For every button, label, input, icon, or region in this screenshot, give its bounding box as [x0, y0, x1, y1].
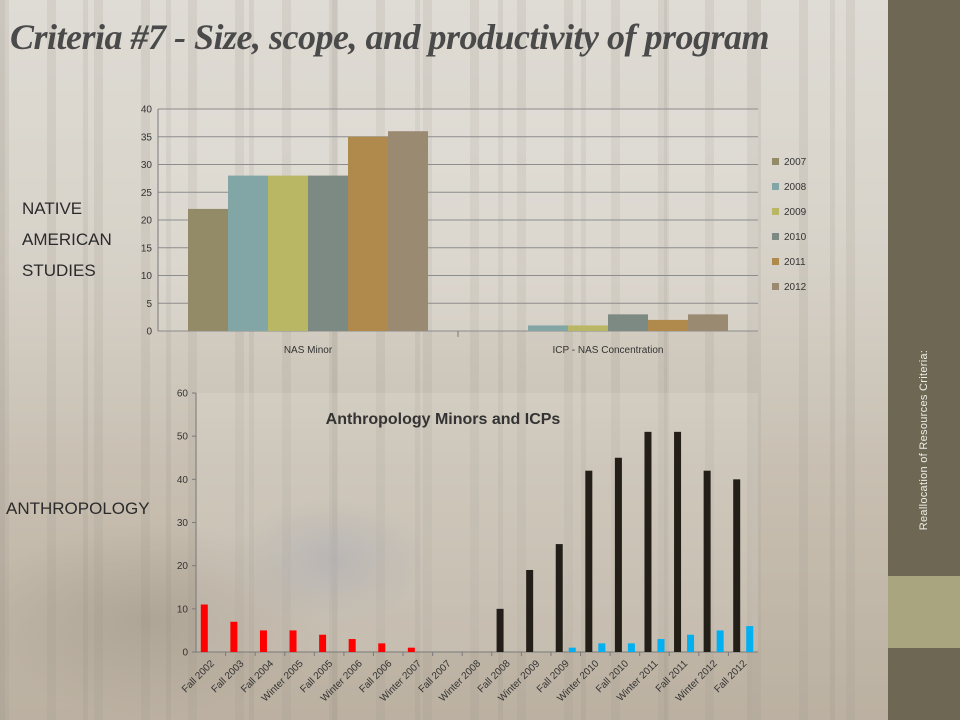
anthropology-icp-bar	[746, 626, 754, 652]
anthropology-y-tick-label: 30	[177, 518, 189, 529]
nas-bar	[608, 314, 648, 331]
anthropology-minors-bar	[319, 634, 327, 652]
anthropology-minors-bar	[289, 630, 297, 652]
nas-y-tick-label: 25	[141, 188, 153, 199]
anthropology-icp-bar	[687, 634, 695, 652]
nas-y-tick-label: 35	[141, 132, 153, 143]
nas-bar	[528, 325, 568, 331]
anthropology-icp-bar	[657, 639, 665, 652]
nas-y-tick-label: 10	[141, 271, 153, 282]
nas-y-tick-label: 5	[146, 299, 152, 310]
nas-legend-label: 2009	[784, 207, 807, 218]
anthropology-y-tick-label: 0	[182, 648, 188, 659]
anthropology-minors-bar	[200, 604, 208, 652]
anthropology-y-tick-label: 60	[177, 389, 189, 400]
anthropology-minors-bar	[555, 544, 563, 652]
anthropology-minors-bar	[348, 639, 356, 652]
nas-legend-swatch	[772, 183, 779, 190]
anthropology-label: ANTHROPOLOGY	[6, 499, 150, 518]
anthropology-plot-area	[196, 393, 758, 652]
anthropology-x-category-label: Fall 2012	[712, 658, 749, 695]
nas-label-line-3: STUDIES	[22, 261, 96, 280]
nas-bar	[388, 131, 428, 331]
anthropology-y-tick-label: 40	[177, 475, 189, 486]
anthropology-icp-bar	[716, 630, 724, 652]
nas-bar	[268, 175, 308, 331]
anthropology-y-tick-label: 10	[177, 604, 189, 615]
nas-x-category-label: NAS Minor	[284, 345, 333, 356]
nas-label: NATIVE AMERICAN STUDIES	[22, 193, 112, 286]
anthropology-icp-bar	[598, 643, 606, 652]
anthropology-icp-bar	[568, 647, 576, 652]
anthropology-minors-bar	[674, 431, 682, 652]
anthropology-y-tick-label: 50	[177, 432, 189, 443]
anthropology-minors-bar	[378, 643, 386, 652]
nas-bar	[228, 175, 268, 331]
anthropology-icp-bar	[627, 643, 635, 652]
nas-legend-swatch	[772, 208, 779, 215]
nas-bar	[568, 325, 608, 331]
anthropology-y-tick-label: 20	[177, 561, 189, 572]
nas-legend-swatch	[772, 283, 779, 290]
anthropology-minors-bar	[259, 630, 267, 652]
nas-y-tick-label: 30	[141, 160, 153, 171]
nas-legend-label: 2008	[784, 182, 807, 193]
nas-legend-label: 2010	[784, 232, 807, 243]
nas-legend-label: 2007	[784, 157, 807, 168]
nas-label-line-2: AMERICAN	[22, 230, 112, 249]
nas-bar	[188, 208, 228, 331]
anthropology-chart-title: Anthropology Minors and ICPs	[326, 411, 561, 428]
nas-y-tick-label: 40	[141, 105, 153, 116]
nas-y-tick-label: 0	[146, 327, 152, 338]
nas-label-line-1: NATIVE	[22, 199, 83, 218]
nas-legend-swatch	[772, 233, 779, 240]
nas-legend-swatch	[772, 158, 779, 165]
anthropology-chart: 0 10 20 30 40 50 60 Anthropology Minors and ICP…	[177, 389, 758, 704]
sidebar-accent-band	[888, 576, 960, 648]
charts-canvas: 0 5 10 15 20 25 30 35 40 NAS Minor ICP - NAS Conce…	[141, 105, 807, 705]
anthropology-minors-bar	[733, 479, 741, 652]
nas-legend-swatch	[772, 258, 779, 265]
nas-y-tick-label: 15	[141, 243, 153, 254]
anthropology-minors-bar	[703, 470, 711, 652]
nas-x-category-label: ICP - NAS Concentration	[553, 345, 664, 356]
nas-bar	[348, 136, 388, 331]
anthropology-minors-bar	[496, 608, 504, 652]
nas-bar	[648, 319, 688, 331]
nas-bar	[308, 175, 348, 331]
nas-y-tick-label: 20	[141, 216, 153, 227]
sidebar-caption: Reallocation of Resources Criteria:	[918, 349, 930, 531]
anthropology-minors-bar	[407, 647, 415, 652]
nas-bar	[688, 314, 728, 331]
anthropology-minors-bar	[230, 621, 238, 652]
nas-legend-label: 2011	[784, 257, 806, 268]
nas-chart: 0 5 10 15 20 25 30 35 40 NAS Minor ICP - NAS Conce…	[141, 105, 807, 357]
slide-title: Criteria #7 - Size, scope, and productiv…	[10, 17, 770, 57]
anthropology-minors-bar	[585, 470, 593, 652]
anthropology-minors-bar	[526, 569, 534, 652]
nas-legend-label: 2012	[784, 282, 807, 293]
anthropology-minors-bar	[644, 431, 652, 652]
anthropology-minors-bar	[614, 457, 622, 652]
